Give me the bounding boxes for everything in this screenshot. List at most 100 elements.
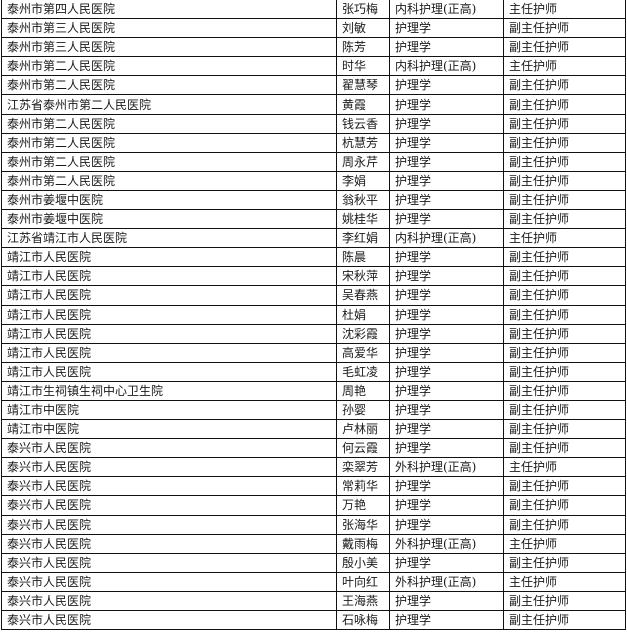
specialty-cell: 护理学: [389, 113, 504, 134]
specialty-cell: 护理学: [389, 18, 504, 39]
specialty-cell: 护理学: [389, 609, 504, 631]
table-row: 泰兴市人民医院 殷小美 护理学 副主任护师: [1, 552, 626, 573]
hospital-cell: 泰兴市人民医院: [1, 533, 337, 554]
name-cell: 时华: [336, 56, 390, 77]
hospital-cell: 靖江市人民医院: [1, 266, 337, 287]
table-row: 靖江市生祠镇生祠中心卫生院 周艳 护理学 副主任护师: [1, 380, 626, 401]
name-cell: 黄霞: [336, 94, 390, 115]
hospital-cell: 靖江市中医院: [1, 419, 337, 440]
hospital-cell: 泰兴市人民医院: [1, 457, 337, 478]
hospital-cell: 靖江市人民医院: [1, 342, 337, 363]
specialty-cell: 护理学: [389, 266, 504, 287]
title-cell: 副主任护师: [503, 94, 626, 115]
table-row: 泰州市第二人民医院 翟慧琴 护理学 副主任护师: [1, 75, 626, 96]
specialty-cell: 护理学: [389, 590, 504, 612]
name-cell: 李娟: [336, 170, 390, 191]
hospital-cell: 靖江市人民医院: [1, 361, 337, 382]
table-row: 泰州市第二人民医院 杭慧芳 护理学 副主任护师: [1, 132, 626, 153]
name-cell: 叶向红: [336, 571, 390, 592]
name-cell: 常莉华: [336, 476, 390, 497]
specialty-cell: 护理学: [389, 399, 504, 421]
title-cell: 副主任护师: [503, 380, 626, 401]
table-row: 泰兴市人民医院 戴雨梅 外科护理(正高) 主任护师: [1, 533, 626, 554]
table-row: 靖江市人民医院 高爱华 护理学 副主任护师: [1, 342, 626, 363]
specialty-cell: 护理学: [389, 151, 504, 172]
title-cell: 副主任护师: [503, 37, 626, 58]
title-cell: 副主任护师: [503, 323, 626, 344]
table-row: 泰兴市人民医院 万艳 护理学 副主任护师: [1, 495, 626, 516]
hospital-cell: 靖江市人民医院: [1, 304, 337, 325]
title-cell: 主任护师: [503, 457, 626, 478]
specialty-cell: 内科护理(正高): [389, 56, 504, 77]
title-cell: 副主任护师: [503, 247, 626, 268]
table-row: 泰兴市人民医院 叶向红 外科护理(正高) 主任护师: [1, 571, 626, 592]
title-cell: 副主任护师: [503, 113, 626, 134]
name-cell: 栾翠芳: [336, 457, 390, 478]
title-cell: 副主任护师: [503, 590, 626, 612]
title-cell: 副主任护师: [503, 609, 626, 631]
hospital-cell: 泰州市姜堰中医院: [1, 209, 337, 230]
name-cell: 杜娟: [336, 304, 390, 325]
table-row: 泰州市第二人民医院 时华 内科护理(正高) 主任护师: [1, 56, 626, 77]
title-cell: 主任护师: [503, 533, 626, 554]
name-cell: 吴春燕: [336, 285, 390, 306]
name-cell: 翁秋平: [336, 189, 390, 211]
table-row: 靖江市人民医院 毛虹凌 护理学 副主任护师: [1, 361, 626, 382]
specialty-cell: 外科护理(正高): [389, 457, 504, 478]
name-cell: 周艳: [336, 380, 390, 401]
title-cell: 主任护师: [503, 0, 626, 20]
hospital-cell: 泰兴市人民医院: [1, 609, 337, 631]
name-cell: 沈彩霞: [336, 323, 390, 344]
table-row: 泰州市第二人民医院 钱云香 护理学 副主任护师: [1, 113, 626, 134]
specialty-cell: 护理学: [389, 323, 504, 344]
name-cell: 戴雨梅: [336, 533, 390, 554]
specialty-cell: 护理学: [389, 132, 504, 153]
table-row: 泰兴市人民医院 栾翠芳 外科护理(正高) 主任护师: [1, 457, 626, 478]
title-cell: 副主任护师: [503, 266, 626, 287]
specialty-cell: 护理学: [389, 361, 504, 382]
name-cell: 孙婴: [336, 399, 390, 421]
title-cell: 副主任护师: [503, 495, 626, 516]
name-cell: 宋秋萍: [336, 266, 390, 287]
title-cell: 副主任护师: [503, 419, 626, 440]
table-row: 泰州市第二人民医院 周永芹 护理学 副主任护师: [1, 151, 626, 172]
title-cell: 副主任护师: [503, 132, 626, 153]
hospital-cell: 泰州市姜堰中医院: [1, 189, 337, 211]
specialty-cell: 护理学: [389, 495, 504, 516]
name-cell: 陈芳: [336, 37, 390, 58]
table-row: 江苏省泰州市第二人民医院 黄霞 护理学 副主任护师: [1, 94, 626, 115]
name-cell: 王海燕: [336, 590, 390, 612]
table-row: 靖江市人民医院 吴春燕 护理学 副主任护师: [1, 285, 626, 306]
specialty-cell: 护理学: [389, 247, 504, 268]
specialty-cell: 护理学: [389, 380, 504, 401]
name-cell: 周永芹: [336, 151, 390, 172]
title-cell: 副主任护师: [503, 399, 626, 421]
table-row: 泰州市第三人民医院 陈芳 护理学 副主任护师: [1, 37, 626, 58]
hospital-cell: 泰兴市人民医院: [1, 552, 337, 573]
name-cell: 杭慧芳: [336, 132, 390, 153]
name-cell: 何云霞: [336, 438, 390, 459]
hospital-cell: 泰州市第二人民医院: [1, 113, 337, 134]
hospital-cell: 泰兴市人民医院: [1, 476, 337, 497]
hospital-cell: 泰州市第二人民医院: [1, 151, 337, 172]
hospital-cell: 江苏省靖江市人民医院: [1, 228, 337, 249]
hospital-cell: 泰州市第四人民医院: [1, 0, 337, 20]
specialty-cell: 护理学: [389, 419, 504, 440]
table-row: 泰州市姜堰中医院 翁秋平 护理学 副主任护师: [1, 189, 626, 211]
hospital-cell: 泰兴市人民医院: [1, 590, 337, 612]
specialty-cell: 护理学: [389, 285, 504, 306]
name-cell: 张海华: [336, 514, 390, 535]
specialty-cell: 护理学: [389, 75, 504, 96]
name-cell: 钱云香: [336, 113, 390, 134]
specialty-cell: 护理学: [389, 476, 504, 497]
table-row: 靖江市中医院 卢林丽 护理学 副主任护师: [1, 419, 626, 440]
name-cell: 姚桂华: [336, 209, 390, 230]
specialty-cell: 护理学: [389, 37, 504, 58]
hospital-cell: 靖江市人民医院: [1, 247, 337, 268]
table-row: 靖江市人民医院 宋秋萍 护理学 副主任护师: [1, 266, 626, 287]
title-cell: 副主任护师: [503, 75, 626, 96]
hospital-cell: 泰兴市人民医院: [1, 495, 337, 516]
title-cell: 主任护师: [503, 228, 626, 249]
hospital-cell: 靖江市中医院: [1, 399, 337, 421]
